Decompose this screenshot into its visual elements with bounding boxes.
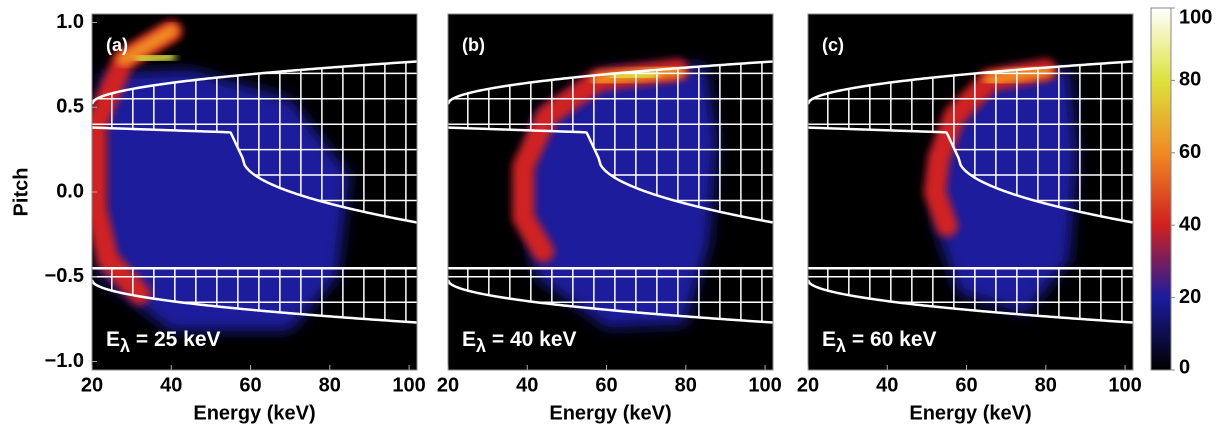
y-tick-label: 0.0 <box>56 180 84 202</box>
panel: 20 40 60 80 100 Energy (keV) (c) Eλ = 60 keV <box>797 13 1142 424</box>
boundary-curve <box>92 126 417 224</box>
annotation: Eλ = 40 keV <box>462 328 577 356</box>
y-tick-label: 1.0 <box>56 11 84 33</box>
colorbar-tick-label: 0 <box>1179 356 1190 378</box>
x-tick-label: 20 <box>81 374 103 396</box>
annotation-rest: = 40 keV <box>486 328 577 351</box>
annotation-rest: = 25 keV <box>130 328 221 351</box>
boundary-curve <box>808 279 1133 324</box>
plot-frame <box>447 13 774 371</box>
plot-area <box>92 19 417 332</box>
y-tick-label: −1.0 <box>45 350 84 372</box>
annotation-base: E <box>106 328 120 351</box>
annotation-subscript: λ <box>476 336 486 356</box>
annotation: Eλ = 25 keV <box>106 328 221 356</box>
panel-label: (b) <box>462 35 485 55</box>
annotation: Eλ = 60 keV <box>822 328 937 356</box>
annotation-rest: = 60 keV <box>846 328 937 351</box>
panel: 20 40 60 80 100 1.0 0.5 0.0 −0.5 −1.0 Energy (keV)… <box>10 11 425 425</box>
intensity-peak <box>134 51 177 65</box>
intensity-high <box>116 23 179 67</box>
colorbar-tick-label: 20 <box>1179 286 1201 308</box>
x-tick-label: 60 <box>239 374 261 396</box>
y-tick-label: −0.5 <box>45 265 84 287</box>
panel-label: (a) <box>106 35 128 55</box>
x-axis-label: Energy (keV) <box>909 402 1031 424</box>
x-tick-label: 80 <box>675 374 697 396</box>
x-tick-label: 60 <box>595 374 617 396</box>
boundary-curve <box>448 60 773 105</box>
annotation-base: E <box>462 328 476 351</box>
boundary-curve <box>808 126 1133 224</box>
y-axis-label: Pitch <box>10 168 32 217</box>
boundary-curve <box>92 60 417 105</box>
x-tick-label: 40 <box>516 374 538 396</box>
x-axis-label: Energy (keV) <box>193 402 315 424</box>
boundary-curve <box>448 126 773 224</box>
x-tick-label: 100 <box>1108 374 1141 396</box>
boundary-curve <box>808 60 1133 105</box>
x-tick-label: 100 <box>392 374 425 396</box>
colorbar-tick-label: 40 <box>1179 213 1201 235</box>
plot-frame <box>807 13 1134 371</box>
colorbar-tick-label: 80 <box>1179 69 1201 91</box>
annotation-subscript: λ <box>836 336 846 356</box>
x-tick-label: 60 <box>955 374 977 396</box>
annotation-base: E <box>822 328 836 351</box>
x-tick-label: 40 <box>160 374 182 396</box>
colorbar <box>1150 7 1172 371</box>
x-tick-label: 80 <box>319 374 341 396</box>
boundary-curve <box>448 279 773 324</box>
panel: 20 40 60 80 100 Energy (keV) (b) Eλ = 40 keV <box>437 13 782 424</box>
colorbar-tick-label: 60 <box>1179 141 1201 163</box>
x-tick-label: 100 <box>748 374 781 396</box>
y-tick-label: 0.5 <box>56 96 84 118</box>
intensity-low <box>99 69 350 332</box>
x-tick-label: 40 <box>876 374 898 396</box>
annotation-subscript: λ <box>120 336 130 356</box>
boundary-curve <box>92 279 417 324</box>
x-tick-label: 80 <box>1035 374 1057 396</box>
colorbar-tick-label: 100 <box>1179 6 1212 28</box>
panel-label: (c) <box>822 35 844 55</box>
x-tick-label: 20 <box>797 374 819 396</box>
x-axis-label: Energy (keV) <box>549 402 671 424</box>
x-tick-label: 20 <box>437 374 459 396</box>
